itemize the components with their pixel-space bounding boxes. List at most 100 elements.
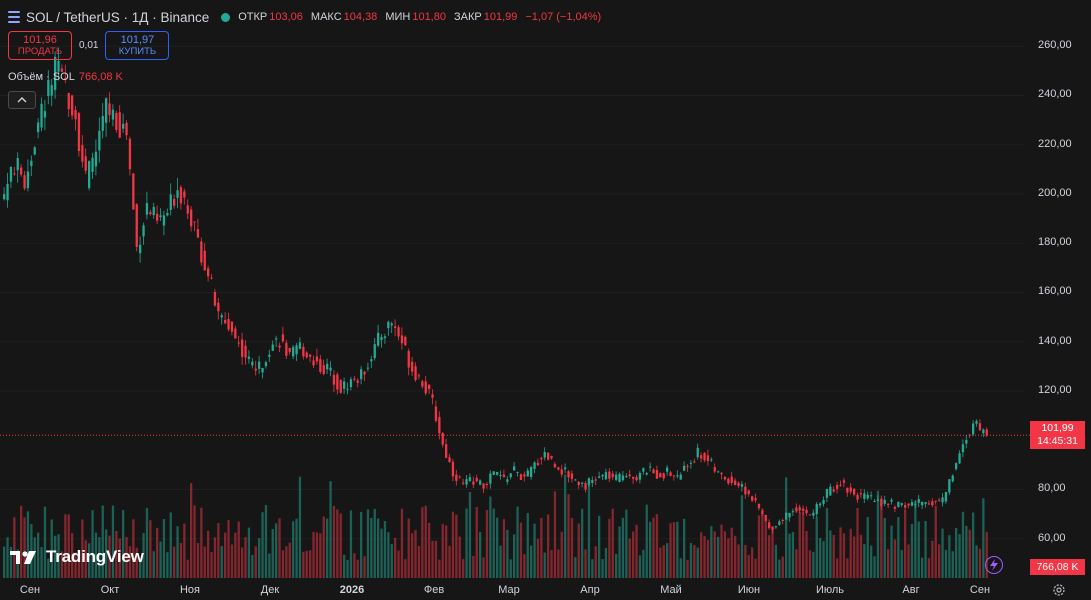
open-value: 103,06 <box>269 11 303 23</box>
volume-bar <box>880 505 883 578</box>
candle <box>672 475 676 477</box>
volume-bar <box>873 556 876 578</box>
candle <box>975 420 978 424</box>
volume-bar <box>77 554 81 578</box>
volume-bar <box>176 526 179 578</box>
candle <box>462 482 465 484</box>
volume-bar <box>856 507 859 578</box>
candle <box>47 79 50 96</box>
volume-legend[interactable]: Объём · SOL 766,08 K <box>8 71 123 83</box>
volume-bar <box>907 544 910 578</box>
volume-bar <box>268 553 271 578</box>
candle <box>135 204 138 247</box>
volume-bar <box>377 518 380 578</box>
candle <box>795 507 798 512</box>
candle <box>9 167 13 182</box>
candle <box>839 484 842 486</box>
candle <box>887 503 890 505</box>
volume-bar <box>924 520 927 578</box>
collapse-legend-button[interactable] <box>8 91 36 109</box>
candle <box>400 335 404 344</box>
volume-bar <box>285 546 288 578</box>
candle <box>159 215 162 218</box>
y-tick-label: 140,00 <box>1038 334 1072 347</box>
candle <box>111 109 115 120</box>
volume-bar <box>390 543 393 578</box>
buy-button[interactable]: 101,97 КУПИТЬ <box>105 31 170 60</box>
volume-bar <box>407 518 410 578</box>
y-tick-label: 240,00 <box>1038 88 1072 101</box>
volume-bar <box>101 505 104 578</box>
volume-bar <box>710 526 713 578</box>
candle <box>662 473 665 479</box>
volume-bar <box>241 547 244 578</box>
volume-bar <box>839 527 842 578</box>
candle <box>917 498 920 503</box>
volume-bar <box>105 529 108 578</box>
high-value: 104,38 <box>343 11 378 23</box>
candle <box>438 417 441 434</box>
candle <box>298 342 302 349</box>
candle <box>387 321 390 329</box>
candle <box>849 487 852 492</box>
candle <box>329 367 332 371</box>
volume-bar <box>717 536 720 578</box>
volume-bar <box>329 481 332 578</box>
candle <box>394 326 397 328</box>
candle <box>224 319 227 324</box>
volume-bar <box>805 531 808 578</box>
volume-bar <box>689 543 693 578</box>
candle <box>730 476 733 483</box>
symbol-title[interactable]: SOL / TetherUS · 1Д · Binance <box>26 9 210 25</box>
candle <box>60 68 64 72</box>
volume-bar <box>247 527 251 578</box>
candle <box>747 490 750 495</box>
volume-bar <box>445 525 448 578</box>
volume-bar <box>343 554 346 578</box>
volume-bar <box>156 527 159 578</box>
candle <box>713 467 716 472</box>
candle <box>353 378 356 380</box>
volume-bar <box>20 505 23 578</box>
candle <box>764 515 767 522</box>
volume-bar <box>832 534 835 578</box>
status-dot-icon <box>221 12 231 22</box>
gear-icon[interactable] <box>1052 583 1066 597</box>
candle <box>526 470 529 477</box>
symbol-list-icon[interactable] <box>8 11 20 23</box>
candle <box>635 477 638 481</box>
candle <box>451 461 455 477</box>
y-tick-label: 60,00 <box>1038 531 1066 544</box>
volume-bar <box>71 533 74 578</box>
volume-bar <box>819 538 822 578</box>
volume-bar <box>836 558 839 578</box>
candle <box>584 483 587 490</box>
lightning-icon[interactable] <box>985 556 1003 574</box>
volume-bar <box>326 518 329 578</box>
sell-label: ПРОДАТЬ <box>17 46 63 57</box>
volume-bar <box>509 559 512 578</box>
sell-button[interactable]: 101,96 ПРОДАТЬ <box>8 31 72 60</box>
close-value: 101,99 <box>483 11 518 23</box>
volume-bar <box>764 521 767 578</box>
y-tick-label: 180,00 <box>1038 236 1072 249</box>
volume-bar <box>482 557 485 578</box>
volume-bar <box>234 532 237 578</box>
volume-bar <box>893 539 897 578</box>
candle <box>931 501 934 506</box>
volume-bar <box>720 524 723 578</box>
volume-bar <box>50 519 53 578</box>
candles <box>3 47 988 534</box>
tradingview-logo[interactable]: TradingView <box>10 547 144 567</box>
candle <box>873 501 876 503</box>
x-tick-label: Авг <box>902 584 920 596</box>
candle <box>84 156 87 171</box>
volume-bar <box>302 551 305 578</box>
volume-bar <box>917 521 920 578</box>
volume-bar <box>642 549 645 578</box>
volume-bar <box>853 536 856 578</box>
candle <box>853 489 856 495</box>
candle <box>207 268 210 277</box>
volume-bar <box>615 553 618 578</box>
